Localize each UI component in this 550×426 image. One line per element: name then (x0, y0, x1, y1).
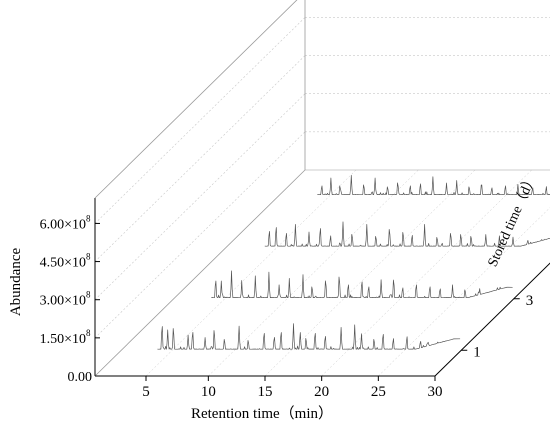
z-tick-label: 3 (526, 293, 534, 309)
x-axis-title: Retention time（min） (191, 405, 333, 422)
y-tick-label: 4.50×10 (40, 256, 86, 271)
z-axis-title: Stored time（d） (485, 171, 540, 269)
floor-gridline (378, 207, 550, 377)
series-line-day-1 (157, 323, 461, 350)
floor-gridline (434, 262, 550, 377)
x-tick-label: 30 (428, 384, 443, 400)
x-tick-label: 5 (142, 384, 150, 400)
x-tick-label: 25 (371, 384, 386, 400)
y-tick-label: 0.00 (68, 370, 93, 385)
left-wall-gridline (94, 131, 306, 339)
axis-layer: 5 10 15 20 25 300.001.50×10 83.00×10 84.50×10 86… (40, 213, 534, 400)
left-wall-gridline (94, 17, 306, 224)
series-line-day-3 (211, 270, 513, 299)
floor-gridline (321, 169, 532, 377)
floor-gridline (145, 169, 357, 377)
floor-left-edge (94, 169, 306, 377)
z-tick-label: 1 (473, 344, 481, 360)
x-tick-label: 10 (201, 384, 216, 400)
left-wall-gridline (94, 55, 306, 262)
y-tick-exponent: 8 (86, 328, 91, 338)
y-tick-exponent: 8 (86, 290, 91, 300)
y-tick-label: 1.50×10 (40, 332, 86, 347)
top-left-edge (94, 0, 298, 199)
y-tick-exponent: 8 (86, 252, 91, 262)
x-tick-label: 15 (258, 384, 273, 400)
y-tick-exponent: 8 (86, 213, 91, 223)
y-tick-label: 6.00×10 (40, 217, 86, 232)
series-layer (157, 175, 550, 350)
floor-gridline (208, 169, 419, 377)
series-line-day-7 (317, 175, 550, 196)
floor-gridline (264, 169, 476, 377)
grid-layer (94, 17, 550, 377)
z-axis-line (434, 262, 550, 377)
x-tick-label: 20 (314, 384, 329, 400)
series-line-day-5 (264, 221, 550, 247)
y-tick-label: 3.00×10 (40, 294, 86, 309)
y-axis-title: Abundance (8, 248, 24, 317)
left-wall-gridline (94, 93, 306, 300)
